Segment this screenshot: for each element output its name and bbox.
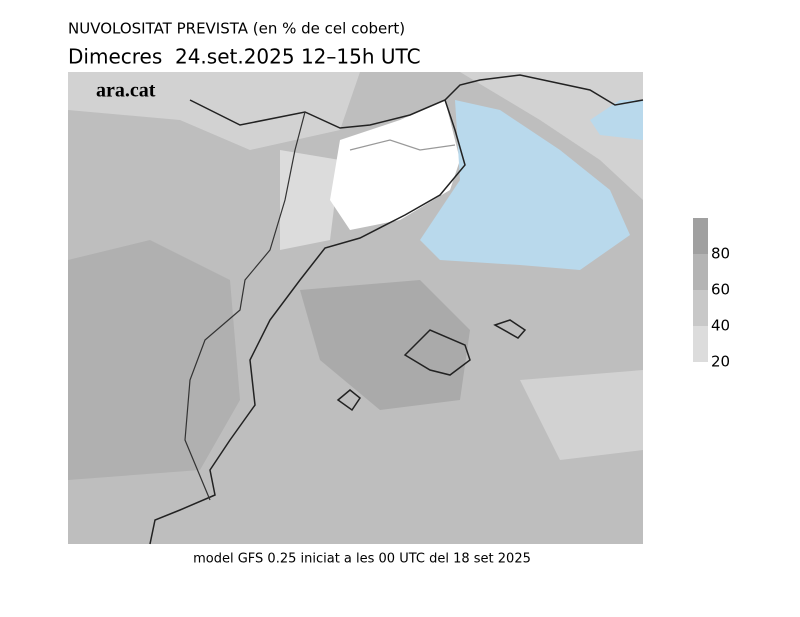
border — [349, 139, 456, 151]
island — [403, 329, 471, 376]
colorbar-tick-label: 40 — [711, 317, 730, 335]
cloud-patch — [280, 150, 340, 250]
colorbar-band — [693, 218, 708, 254]
island — [493, 319, 527, 339]
cloud-patch — [460, 72, 643, 200]
map: ara.cat — [68, 72, 644, 545]
logo: ara.cat — [96, 80, 156, 102]
cloud-patch — [520, 370, 643, 460]
colorbar-tick-label: 20 — [711, 353, 730, 371]
island — [336, 389, 362, 412]
colorbar-tick-label: 60 — [711, 281, 730, 299]
cloud-patch — [68, 72, 360, 150]
cloud-patch — [68, 240, 240, 480]
border — [184, 111, 306, 501]
clear-sea — [420, 100, 630, 270]
clear-sea — [590, 100, 643, 140]
colorbar-band — [693, 290, 708, 326]
colorbar-band — [693, 254, 708, 290]
subtitle: Dimecres 24.set.2025 12–15h UTC — [68, 45, 421, 69]
colorbar-band — [693, 326, 708, 362]
coastline — [149, 99, 466, 545]
colorbar: 20 40 60 80 — [693, 218, 730, 371]
cloud-patch — [300, 280, 470, 410]
colorbar-tick-label: 80 — [711, 245, 730, 263]
clear-area — [330, 100, 460, 230]
footer: model GFS 0.25 iniciat a les 00 UTC del … — [193, 552, 531, 567]
title: NUVOLOSITAT PREVISTA (en % de cel cobert… — [68, 20, 405, 38]
